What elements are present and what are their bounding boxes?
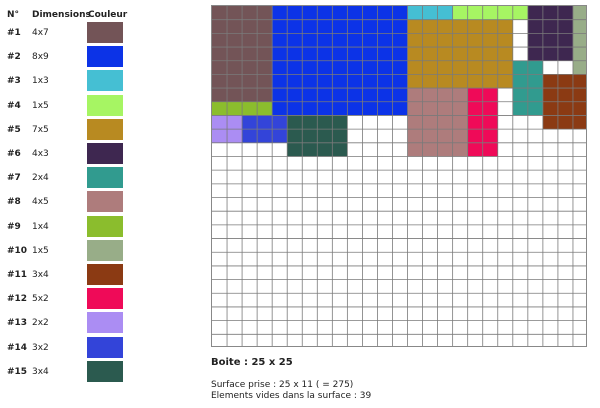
legend-row: #13 2x2 (0, 312, 200, 336)
legend-color-swatch (87, 118, 123, 140)
legend-row: #1 4x7 (0, 22, 200, 46)
packing-board (211, 5, 587, 347)
legend-item-number: #1 (7, 28, 21, 38)
legend-row: #14 3x2 (0, 336, 200, 361)
legend-row: #2 8x9 (0, 46, 200, 70)
legend-item-dimensions: 4x7 (32, 28, 49, 38)
legend-color-swatch (87, 167, 123, 189)
legend-item-number: #5 (7, 124, 21, 135)
legend-item-dimensions: 2x2 (32, 318, 49, 329)
legend-color-swatch (87, 312, 123, 334)
legend-item-number: #9 (7, 221, 21, 232)
header-couleur: Couleur (88, 10, 128, 20)
legend-item-dimensions: 3x4 (32, 270, 49, 280)
legend-item-number: #12 (7, 294, 28, 305)
legend-color-swatch (87, 360, 123, 382)
legend-color-swatch (87, 239, 123, 261)
legend-item-dimensions: 1x5 (32, 245, 49, 256)
legend-item-dimensions: 4x5 (32, 197, 49, 208)
surface-taken-label: Surface prise : 25 x 11 ( = 275) (211, 380, 354, 390)
legend-color-swatch (87, 143, 123, 164)
board-grid (212, 6, 586, 346)
empty-elements-label: Elements vides dans la surface : 39 (211, 391, 372, 401)
legend-row: #5 7x5 (0, 118, 200, 143)
legend-row: #8 4x5 (0, 191, 200, 215)
legend-item-number: #15 (7, 366, 28, 377)
legend-item-dimensions: 3x2 (32, 342, 49, 353)
legend-color-swatch (87, 70, 123, 92)
legend-item-dimensions: 7x5 (32, 124, 49, 135)
legend-item-dimensions: 2x4 (32, 173, 49, 184)
legend-item-dimensions: 4x3 (32, 149, 49, 159)
legend-row: #3 1x3 (0, 70, 200, 94)
legend-row: #7 2x4 (0, 167, 200, 191)
legend-item-number: #6 (7, 149, 21, 159)
legend-item-dimensions: 1x5 (32, 100, 49, 111)
legend-color-swatch (87, 191, 123, 213)
legend-row: #9 1x4 (0, 215, 200, 240)
legend-item-number: #8 (7, 197, 21, 208)
legend-item-number: #7 (7, 173, 21, 184)
header-num: N° (7, 10, 20, 20)
placed-item-3 (407, 6, 453, 20)
legend-item-dimensions: 8x9 (32, 52, 49, 63)
legend-item-number: #11 (7, 270, 28, 280)
legend-item-dimensions: 1x3 (32, 76, 49, 87)
placed-item-4 (452, 6, 528, 20)
legend-row: #4 1x5 (0, 94, 200, 119)
legend-color-swatch (87, 94, 123, 116)
legend-color-swatch (87, 288, 123, 310)
legend-color-swatch (87, 336, 123, 358)
header-dimensions: Dimensions (32, 10, 91, 20)
legend-item-number: #3 (7, 76, 21, 87)
legend-row: #6 4x3 (0, 143, 200, 167)
legend-item-number: #10 (7, 245, 28, 256)
legend-color-swatch (87, 22, 123, 43)
placed-item-10 (572, 6, 586, 75)
legend-color-swatch (87, 46, 123, 68)
box-size-label: Boite : 25 x 25 (211, 357, 293, 368)
legend-color-swatch (87, 215, 123, 237)
legend-item-number: #14 (7, 342, 28, 353)
legend-item-dimensions: 1x4 (32, 221, 49, 232)
legend-item-number: #4 (7, 100, 21, 111)
legend-color-swatch (87, 264, 123, 285)
placed-item-5 (407, 19, 513, 89)
legend-item-number: #2 (7, 52, 21, 63)
legend-item-number: #13 (7, 318, 28, 329)
legend-row: #15 3x4 (0, 360, 200, 385)
legend-item-dimensions: 5x2 (32, 294, 49, 305)
legend-row: #12 5x2 (0, 288, 200, 312)
legend-row: #10 1x5 (0, 239, 200, 264)
legend-item-dimensions: 3x4 (32, 366, 49, 377)
grid-lines (212, 6, 586, 346)
legend-row: #11 3x4 (0, 264, 200, 288)
